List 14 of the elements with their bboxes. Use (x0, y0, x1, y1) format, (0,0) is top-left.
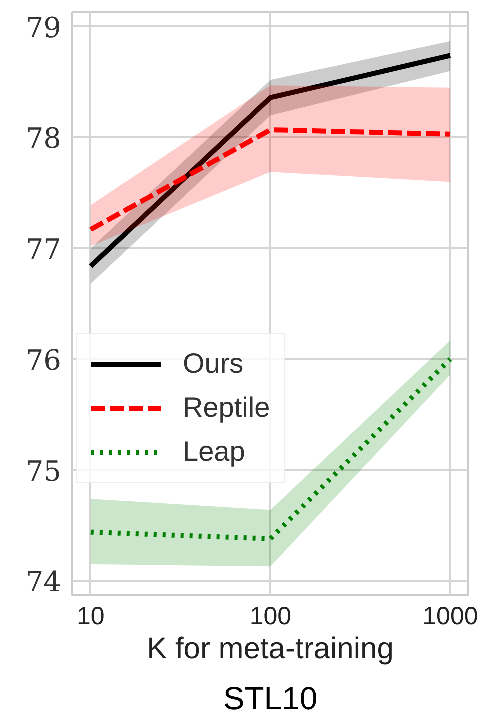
y-tick-label: 77 (26, 233, 62, 266)
y-tick-label: 78 (26, 122, 62, 156)
y-tick-label: 74 (26, 566, 62, 599)
y-tick-label: 76 (26, 344, 62, 377)
x-axis-title: K for meta-training (147, 632, 394, 666)
y-tick-label: 79 (26, 11, 62, 44)
legend-label: Leap (183, 436, 246, 468)
legend-label: Reptile (183, 392, 270, 424)
legend-label: Ours (183, 348, 244, 380)
x-tick-label: 100 (250, 602, 292, 630)
x-tick-label: 10 (77, 602, 105, 630)
text: STL10 (223, 680, 318, 716)
x-tick-label: 1000 (422, 602, 478, 630)
y-tick-label: 75 (26, 454, 62, 488)
